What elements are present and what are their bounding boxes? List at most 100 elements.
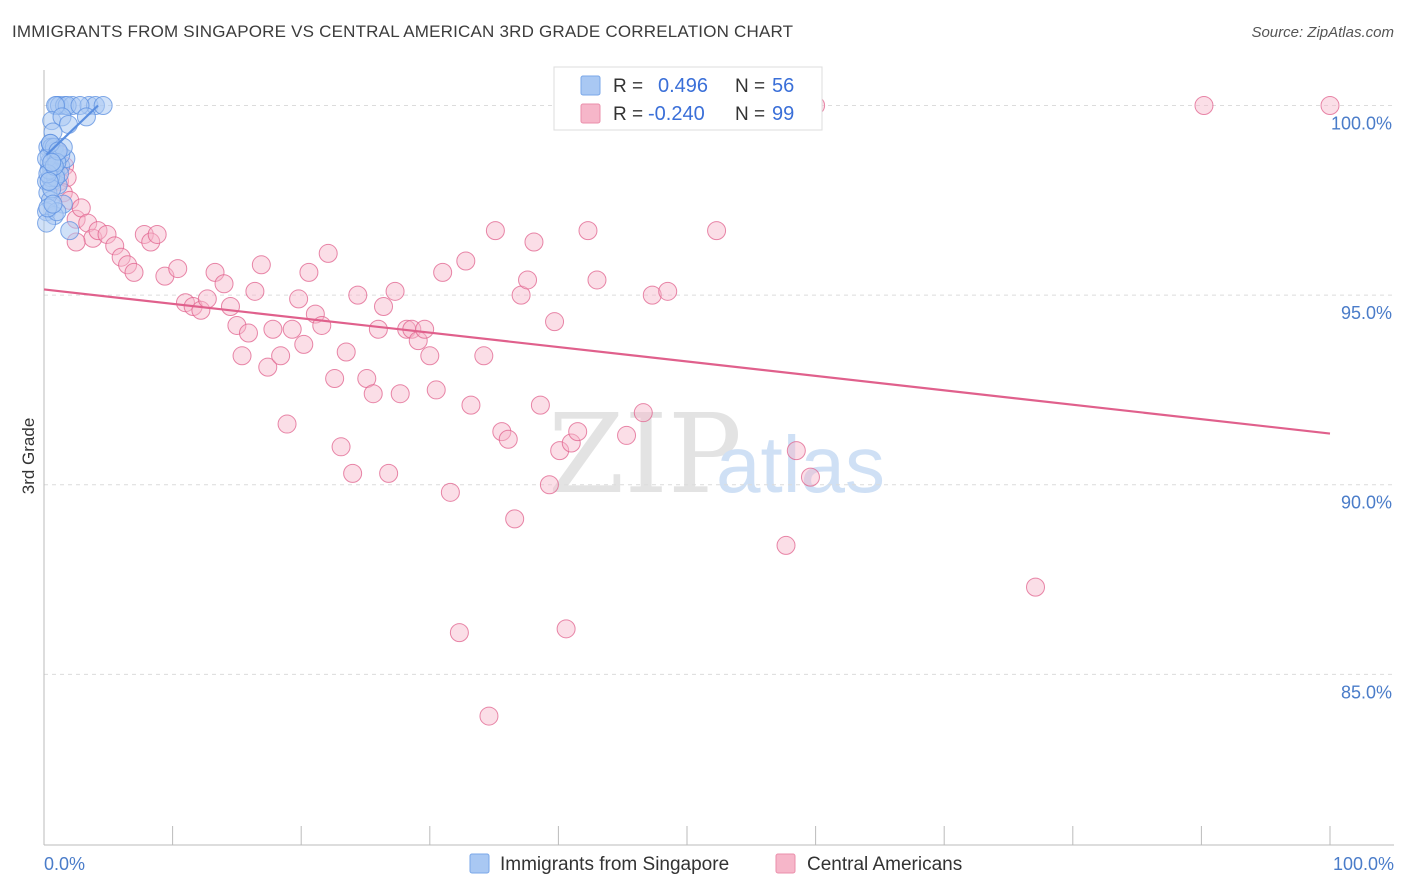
central-americans-point-53 xyxy=(379,463,399,483)
chart-title: IMMIGRANTS FROM SINGAPORE VS CENTRAL AME… xyxy=(12,22,794,41)
central-americans-point-50 xyxy=(363,384,383,404)
x-tick-label-min: 0.0% xyxy=(44,854,85,874)
central-americans-points xyxy=(47,96,1340,726)
central-americans-point-28 xyxy=(227,315,247,335)
central-americans-point-31 xyxy=(245,281,265,301)
central-americans-point-18 xyxy=(147,224,167,244)
central-americans-point-36 xyxy=(277,414,297,434)
central-americans-point-70 xyxy=(492,422,512,442)
stats-r-label-singapore: R = xyxy=(613,76,643,97)
central-americans-point-34 xyxy=(263,319,283,339)
central-americans-point-27 xyxy=(220,296,240,316)
central-americans-point-90 xyxy=(707,221,727,241)
central-americans-point-75 xyxy=(524,232,544,252)
singapore-trend-line xyxy=(45,104,99,156)
central-americans-point-65 xyxy=(456,251,476,271)
central-americans-point-40 xyxy=(299,262,319,282)
central-americans-point-39 xyxy=(294,334,314,354)
watermark-zip: ZIP xyxy=(548,390,742,518)
central-americans-point-89 xyxy=(658,281,678,301)
stats-n-value-central-americans: 99 xyxy=(772,103,794,125)
singapore-point-48 xyxy=(43,194,63,214)
central-americans-point-93 xyxy=(800,467,820,487)
y-tick-label-95: 95.0% xyxy=(1341,303,1392,323)
y-axis-label: 3rd Grade xyxy=(19,418,38,495)
central-americans-point-20 xyxy=(168,259,188,279)
y-tick-label-90: 90.0% xyxy=(1341,493,1392,513)
central-americans-point-33 xyxy=(258,357,278,377)
central-americans-point-24 xyxy=(197,289,217,309)
central-americans-point-32 xyxy=(251,255,271,275)
central-americans-point-62 xyxy=(433,262,453,282)
central-americans-point-79 xyxy=(550,441,570,461)
central-americans-point-78 xyxy=(545,312,565,332)
central-americans-point-92 xyxy=(786,441,806,461)
central-americans-point-52 xyxy=(374,296,394,316)
central-americans-point-48 xyxy=(348,285,368,305)
central-americans-point-30 xyxy=(238,323,258,343)
central-americans-point-81 xyxy=(561,433,581,453)
stats-r-value-singapore: 0.496 xyxy=(658,75,708,97)
central-americans-point-38 xyxy=(289,289,309,309)
central-americans-point-55 xyxy=(390,384,410,404)
y-tick-label-85: 85.0% xyxy=(1341,682,1392,702)
central-americans-point-71 xyxy=(498,429,518,449)
central-americans-point-76 xyxy=(530,395,550,415)
central-americans-point-85 xyxy=(617,425,637,445)
central-americans-point-77 xyxy=(539,475,559,495)
stats-r-label-central-americans: R = xyxy=(613,104,643,125)
central-americans-point-84 xyxy=(587,270,607,290)
central-americans-point-44 xyxy=(325,369,345,389)
stats-legend: R = 0.496 N = 56 R = -0.240 N = 99 xyxy=(553,66,823,131)
central-americans-point-43 xyxy=(318,243,338,263)
central-americans-point-96 xyxy=(1194,96,1214,116)
central-americans-point-86 xyxy=(633,403,653,423)
central-americans-point-66 xyxy=(461,395,481,415)
central-americans-point-45 xyxy=(331,437,351,457)
central-americans-point-26 xyxy=(214,274,234,294)
central-americans-point-15 xyxy=(124,262,144,282)
central-americans-point-74 xyxy=(518,270,538,290)
central-americans-point-69 xyxy=(485,221,505,241)
central-americans-trend-line xyxy=(43,288,1331,435)
central-americans-point-72 xyxy=(505,509,525,529)
central-americans-point-14 xyxy=(118,255,138,275)
central-americans-point-12 xyxy=(105,236,125,256)
central-americans-point-59 xyxy=(415,319,435,339)
bottom-legend: Immigrants from Singapore Central Americ… xyxy=(469,853,962,875)
central-americans-point-51 xyxy=(368,319,388,339)
legend-swatch-singapore xyxy=(469,853,490,874)
legend-swatch-central-americans xyxy=(775,853,796,874)
central-americans-point-80 xyxy=(556,619,576,639)
central-americans-point-60 xyxy=(420,346,440,366)
central-americans-point-83 xyxy=(578,221,598,241)
singapore-point-54 xyxy=(42,152,62,172)
watermark-atlas: atlas xyxy=(716,420,885,509)
singapore-point-55 xyxy=(39,171,59,191)
central-americans-point-63 xyxy=(440,482,460,502)
axes: 85.0% 90.0% 95.0% 100.0% 0.0% 100.0% xyxy=(43,70,1394,874)
central-americans-point-87 xyxy=(642,285,662,305)
trend-lines xyxy=(43,104,1331,435)
central-americans-point-35 xyxy=(271,346,291,366)
central-americans-point-54 xyxy=(385,281,405,301)
legend-label-central-americans: Central Americans xyxy=(807,854,962,875)
x-tick-label-max: 100.0% xyxy=(1333,854,1394,874)
central-americans-point-97 xyxy=(1320,96,1340,116)
central-americans-point-47 xyxy=(343,463,363,483)
central-americans-point-17 xyxy=(141,232,161,252)
central-americans-point-8 xyxy=(78,213,98,233)
singapore-point-32 xyxy=(60,221,80,241)
central-americans-point-82 xyxy=(568,422,588,442)
central-americans-point-91 xyxy=(776,535,796,555)
stats-swatch-central-americans xyxy=(580,103,601,124)
singapore-point-6 xyxy=(93,96,113,116)
legend-label-singapore: Immigrants from Singapore xyxy=(500,854,729,875)
central-americans-point-95 xyxy=(1026,577,1046,597)
stats-swatch-singapore xyxy=(580,75,601,96)
central-americans-point-46 xyxy=(336,342,356,362)
central-americans-point-61 xyxy=(426,380,446,400)
stats-r-value-central-americans: -0.240 xyxy=(648,103,705,125)
central-americans-point-29 xyxy=(232,346,252,366)
